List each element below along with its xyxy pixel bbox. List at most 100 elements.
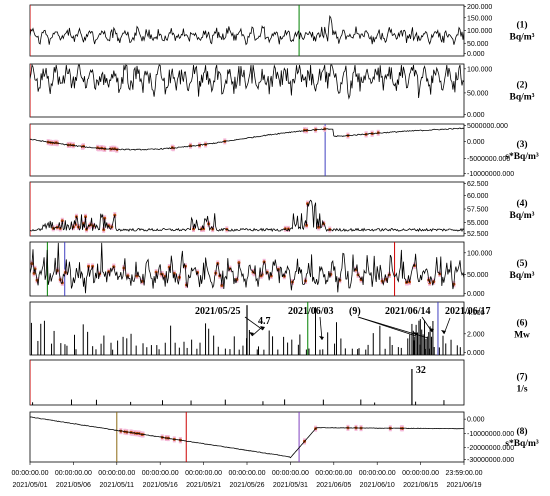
unit-label: s*Bq/m³	[505, 439, 539, 449]
panel-label: (8)	[516, 426, 527, 437]
y-tick-label: 0.000	[467, 51, 485, 58]
annotation-label: 4.7	[258, 316, 271, 327]
series-line	[30, 127, 464, 151]
series-line	[30, 14, 464, 46]
y-tick-label: 5000000.000	[467, 123, 508, 130]
x-tick-time: 00:00:00.00	[229, 470, 266, 477]
plot-area	[30, 242, 464, 296]
x-tick-date: 2021/05/31	[273, 482, 308, 489]
arrow-head	[429, 328, 434, 332]
annotation-arrow	[244, 316, 264, 331]
panel-frame	[29, 4, 465, 57]
bars	[32, 369, 445, 405]
y-tick-label: 0.000	[467, 417, 485, 424]
plot-area	[30, 412, 464, 462]
y-tick-label: 2.000	[467, 331, 485, 338]
unit-label: Bq/m³	[509, 271, 534, 281]
x-tick-time: 00:00:00.00	[55, 470, 92, 477]
x-tick-date: 2021/06/10	[360, 482, 395, 489]
unit-label: Bq/m³	[509, 211, 534, 221]
x-tick-time: 00:00:00.00	[12, 470, 49, 477]
panel-frame	[29, 359, 465, 406]
x-tick-date: 2021/05/16	[143, 482, 178, 489]
y-tick-label: 50.000	[467, 272, 489, 279]
bars	[30, 305, 461, 355]
y-tick-label: 200.000	[467, 4, 492, 11]
annotation-label: 2021/06/03	[288, 306, 334, 317]
arrow-head	[319, 336, 324, 340]
y-tick-label: 100.000	[467, 66, 492, 73]
arrow-head	[249, 332, 254, 336]
y-tick-label: 150.000	[467, 15, 492, 22]
y-tick-label: -10000000.000	[467, 171, 514, 178]
panel-7: (7) 1/s 32	[29, 359, 528, 406]
panel-1: 0.000 50.000 100.000 150.000 200.000 (1) Bq/m³	[29, 4, 535, 58]
panel-4: 52.500 55.000 57.500 60.000 62.500 (4) Bq/m³	[29, 181, 535, 238]
annotation-label: 2021/06/17	[445, 306, 491, 317]
x-tick-time: 00:00:00.00	[98, 470, 135, 477]
plot-area	[30, 182, 464, 236]
y-tick-label: 0.000	[467, 112, 485, 119]
y-tick-label: -5000000.000	[467, 156, 510, 163]
annotation-label: 2021/06/14	[385, 306, 431, 317]
annotation-arrow	[319, 316, 323, 341]
panel-frame	[29, 411, 465, 463]
panel-label: (7)	[516, 372, 527, 383]
y-tick-label: 100.000	[467, 250, 492, 257]
unit-label: 1/s	[516, 385, 527, 395]
series-line	[30, 242, 464, 294]
y-tick-label: 57.500	[467, 207, 489, 214]
panel-label: (1)	[516, 20, 527, 31]
x-tick-date: 2021/05/01	[12, 482, 47, 489]
panel-3: -10000000.000 -5000000.000 0.000 5000000.00…	[29, 123, 539, 178]
annotation-label: 2021/05/25	[195, 306, 241, 317]
unit-label: Mw	[514, 331, 530, 341]
y-tick-label: 62.500	[467, 181, 489, 188]
y-tick-label: 100.000	[467, 28, 492, 35]
annotation-arrow	[357, 316, 429, 339]
plot-area	[30, 360, 445, 405]
unit-label: Bq/m³	[509, 33, 534, 43]
panel-label: (4)	[516, 198, 527, 209]
x-tick-time: 23:59:00.00	[446, 470, 483, 477]
panel-label: (6)	[516, 318, 527, 329]
plot-area	[30, 124, 464, 176]
panel-2: 0.000 50.000 100.000 (2) Bq/m³	[29, 63, 535, 119]
x-tick-date: 2021/06/05	[316, 482, 351, 489]
panel-frame	[29, 63, 465, 118]
panel-5: 0.000 50.000 100.000 (5) Bq/m³	[29, 241, 535, 298]
x-tick-time: 00:00:00.00	[185, 470, 222, 477]
event-annotations: 2021/05/25 4.7 2021/06/03 (9) 2021/06/14 2021…	[195, 306, 491, 341]
panel-6: 0.000 2.000 4.000 (6) Mw	[29, 301, 530, 357]
x-tick-date: 2021/05/21	[186, 482, 221, 489]
y-tick-label: 0.000	[467, 139, 485, 146]
x-tick-date: 2021/05/26	[229, 482, 264, 489]
annotation-arrow	[251, 326, 263, 337]
y-tick-label: -20000000.000	[467, 445, 514, 452]
x-tick-time: 00:00:00.00	[359, 470, 396, 477]
series-line	[30, 416, 464, 459]
panel-label: (2)	[516, 80, 527, 91]
series-line	[30, 64, 464, 100]
series-line	[30, 199, 464, 232]
y-tick-label: 0.000	[467, 291, 485, 298]
y-tick-label: 50.000	[467, 90, 489, 97]
y-tick-label: 52.500	[467, 231, 489, 238]
y-tick-label: -10000000.000	[467, 431, 514, 438]
y-tick-label: 60.000	[467, 193, 489, 200]
x-tick-time: 00:00:00.00	[142, 470, 179, 477]
panel-frame	[29, 181, 465, 237]
y-tick-label: 4.000	[467, 310, 485, 317]
panel-label: (3)	[516, 139, 527, 150]
unit-label: Bq/m³	[509, 93, 534, 103]
y-tick-label: -30000000.000	[467, 457, 514, 464]
annotation-label: (9)	[349, 306, 361, 317]
plot-area	[30, 5, 464, 56]
x-tick-time: 00:00:00.00	[272, 470, 309, 477]
plot-area	[30, 64, 464, 117]
peak-label: 32	[416, 365, 426, 376]
x-tick-date: 2021/06/19	[446, 482, 481, 489]
x-tick-date: 2021/06/15	[403, 482, 438, 489]
arrow-head	[260, 326, 265, 330]
